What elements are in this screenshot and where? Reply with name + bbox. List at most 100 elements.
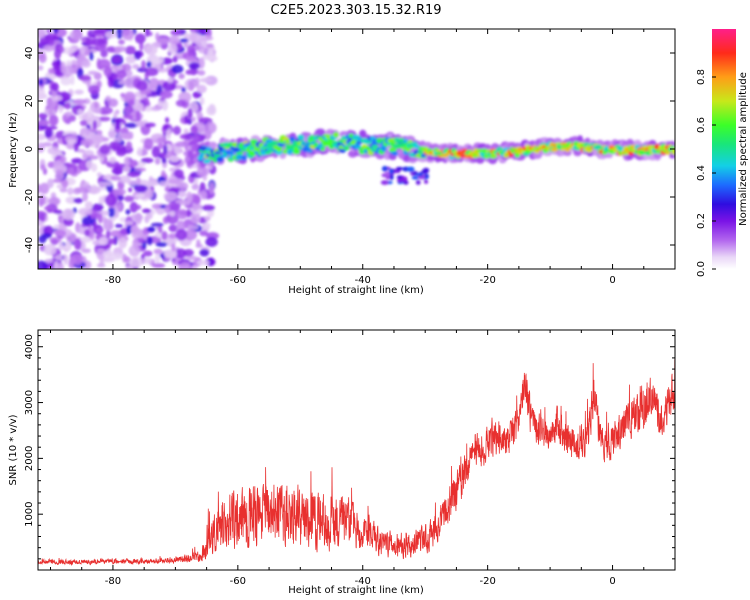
heatmap-ridge-halo xyxy=(577,135,584,144)
heatmap-noise-cell xyxy=(112,55,122,64)
heatmap-noise-cell xyxy=(84,38,97,46)
heatmap-noise-cell xyxy=(172,56,178,63)
heatmap-secondary-cell xyxy=(380,180,389,185)
chart-title: C2E5.2023.303.15.32.R19 xyxy=(270,3,441,18)
heatmap-noise-cell xyxy=(53,264,59,269)
heatmap-noise-cell xyxy=(84,155,99,160)
heatmap-noise-cell xyxy=(151,146,161,158)
heatmap-noise-cell xyxy=(209,182,215,195)
heatmap-noise-cell xyxy=(198,29,206,35)
heatmap-noise-cell xyxy=(71,29,83,41)
heatmap-noise-cell xyxy=(161,157,167,164)
heatmap-noise-cell xyxy=(95,44,107,52)
heatmap-noise-cell xyxy=(124,105,133,116)
heatmap-noise-cell xyxy=(161,99,169,111)
heatmap-noise-cell xyxy=(44,127,53,139)
x-tick-label: -60 xyxy=(230,275,246,286)
heatmap-noise-cell xyxy=(136,80,148,92)
heatmap-noise-cell xyxy=(144,122,156,128)
heatmap-blobs xyxy=(38,29,675,269)
x-tick-label: -40 xyxy=(355,275,371,286)
heatmap-noise-cell xyxy=(134,193,146,198)
heatmap-noise-cell xyxy=(200,35,214,41)
heatmap-ridge-cell xyxy=(320,146,326,152)
heatmap-noise-cell xyxy=(171,64,184,74)
heatmap-noise-cell xyxy=(41,232,52,239)
y-tick-label: 3000 xyxy=(24,390,35,415)
heatmap-noise-cell xyxy=(199,97,205,106)
heatmap-noise-cell xyxy=(131,110,137,121)
heatmap-noise-cell xyxy=(96,248,106,261)
heatmap-noise-cell xyxy=(169,211,176,217)
heatmap-noise-cell xyxy=(53,209,63,214)
heatmap-noise-cell xyxy=(143,138,154,150)
colorbar: 0.0 0.2 0.4 0.6 0.8 Normalized spectral ampl… xyxy=(696,29,749,277)
colorbar-tick-label: 0.8 xyxy=(696,69,707,85)
heatmap-noise-cell xyxy=(187,224,199,230)
heatmap-noise-cell xyxy=(74,238,82,250)
heatmap-ridge-cell xyxy=(550,147,559,152)
heatmap-noise-cell xyxy=(125,141,133,151)
heatmap-noise-cell xyxy=(58,242,65,251)
heatmap-ridge-cell xyxy=(343,146,350,151)
heatmap-noise-cell xyxy=(113,45,127,52)
heatmap-noise-cell xyxy=(151,57,164,64)
heatmap-noise-cell xyxy=(95,227,104,233)
heatmap-noise-cell xyxy=(43,243,57,256)
heatmap-noise-cell xyxy=(190,125,199,135)
heatmap-ridge-halo xyxy=(359,129,367,139)
heatmap-noise-cell xyxy=(118,237,128,249)
heatmap-noise-cell xyxy=(117,203,123,212)
heatmap-ridge-cell xyxy=(297,134,305,141)
heatmap-noise-cell xyxy=(122,165,131,173)
heatmap-noise-cell xyxy=(55,255,63,260)
x-tick-label: -20 xyxy=(479,275,495,286)
heatmap-noise-cell xyxy=(152,263,166,269)
heatmap-noise-cell xyxy=(145,213,153,220)
heatmap-noise-cell xyxy=(59,187,68,193)
x-tick-label: -60 xyxy=(230,576,246,587)
heatmap-noise-cell xyxy=(47,161,56,169)
heatmap-ridge-cell xyxy=(252,139,258,144)
heatmap-noise-cell xyxy=(113,111,118,120)
heatmap-noise-cell xyxy=(178,182,189,190)
heatmap-noise-cell xyxy=(80,138,94,147)
snr-xlabel: Height of straight line (km) xyxy=(288,585,424,596)
heatmap-noise-cell xyxy=(69,253,84,265)
heatmap-noise-cell xyxy=(38,53,47,63)
snr-ylabel: SNR (10 * v/v) xyxy=(8,414,19,485)
heatmap-noise-cell xyxy=(99,110,109,115)
heatmap-noise-cell xyxy=(145,67,159,77)
heatmap-noise-cell xyxy=(115,118,121,130)
heatmap-noise-cell xyxy=(77,108,84,116)
heatmap-ridge-cell xyxy=(203,159,211,164)
heatmap-noise-cell xyxy=(197,70,206,76)
colorbar-tick-label: 0.6 xyxy=(696,117,707,133)
heatmap-noise-cell xyxy=(70,74,75,86)
heatmap-noise-cell xyxy=(105,160,120,168)
heatmap-noise-cell xyxy=(139,90,152,95)
heatmap-noise-cell xyxy=(136,67,149,73)
spectrogram-ylabel: Frequency (Hz) xyxy=(8,112,19,188)
heatmap-noise-cell xyxy=(73,141,79,152)
heatmap-noise-cell xyxy=(139,40,144,51)
x-tick-label: -40 xyxy=(355,576,371,587)
heatmap-noise-cell xyxy=(206,105,217,116)
heatmap-noise-cell xyxy=(160,152,166,159)
heatmap-ridge-cell xyxy=(286,149,294,156)
heatmap-noise-cell xyxy=(39,213,46,222)
heatmap-ridge-cell xyxy=(420,153,426,158)
x-tick-label: -80 xyxy=(105,576,121,587)
heatmap-ridge-cell xyxy=(403,138,409,144)
heatmap-noise-cell xyxy=(188,62,201,70)
heatmap-noise-cell xyxy=(38,142,45,153)
y-tick-label: 0 xyxy=(24,146,35,152)
heatmap-ridge-halo xyxy=(418,157,428,163)
heatmap-noise-cell xyxy=(196,111,203,117)
heatmap-noise-cell xyxy=(175,248,187,259)
heatmap-noise-cell xyxy=(175,99,187,107)
heatmap-noise-cell xyxy=(81,216,93,226)
heatmap-noise-cell xyxy=(115,148,127,157)
heatmap-ridge-cell xyxy=(365,140,373,145)
